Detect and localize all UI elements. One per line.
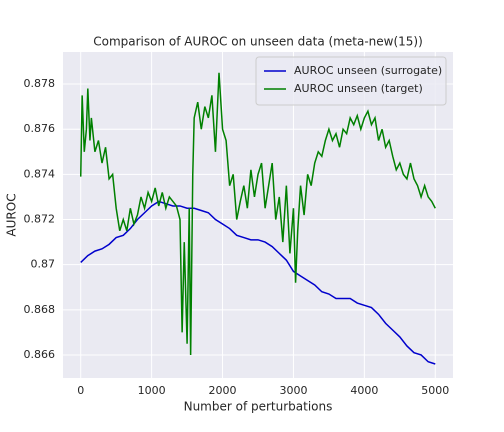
y-tick-label: 0.878	[24, 77, 56, 90]
y-tick-label: 0.876	[24, 122, 56, 135]
x-tick-label: 1000	[138, 384, 166, 397]
legend-label: AUROC unseen (target)	[294, 82, 423, 95]
y-tick-label: 0.868	[24, 303, 56, 316]
x-tick-label: 4000	[350, 384, 378, 397]
x-tick-label: 0	[77, 384, 84, 397]
series-line	[79, 72, 436, 355]
y-tick-label: 0.866	[24, 348, 56, 361]
y-tick-label: 0.874	[24, 167, 56, 180]
series-line	[80, 200, 436, 365]
x-tick-label: 3000	[279, 384, 307, 397]
plot-background	[63, 52, 453, 378]
x-axis-label: Number of perturbations	[184, 400, 333, 414]
chart-title: Comparison of AUROC on unseen data (meta…	[93, 35, 423, 49]
y-tick-label: 0.87	[31, 258, 56, 271]
x-tick-label: 2000	[209, 384, 237, 397]
x-tick-label: 5000	[421, 384, 449, 397]
y-axis-label: AUROC	[5, 193, 19, 236]
y-tick-label: 0.872	[24, 213, 56, 226]
legend-box	[255, 56, 447, 106]
legend-label: AUROC unseen (surrogate)	[294, 64, 442, 77]
